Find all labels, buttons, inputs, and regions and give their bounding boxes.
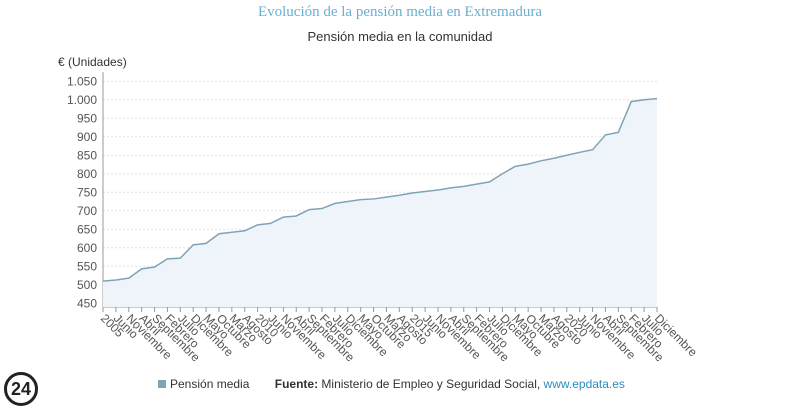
source-text: Ministerio de Empleo y Seguridad Social,	[321, 377, 541, 391]
y-tick-label: 750	[77, 185, 97, 199]
y-tick-label: 500	[77, 278, 97, 292]
source-label: Fuente:	[274, 377, 319, 391]
chart: € (Unidades) 450 500 550 600 650 700 750 800 850…	[58, 55, 700, 365]
y-tick-label: 1.050	[67, 74, 97, 88]
y-tick-label: 900	[77, 130, 97, 144]
y-tick-label: 450	[77, 296, 97, 310]
y-tick-label: 600	[77, 241, 97, 255]
y-axis-label: € (Unidades)	[58, 55, 127, 69]
y-tick-label: 950	[77, 111, 97, 125]
chart-subtitle: Pensión media en la comunidad	[307, 29, 493, 44]
legend-swatch	[158, 380, 166, 388]
y-tick-label: 800	[77, 167, 97, 181]
logo: 24	[4, 372, 38, 406]
y-tick-label: 1.000	[67, 93, 97, 107]
line	[102, 97, 658, 282]
source-link[interactable]: www.epdata.es	[543, 377, 625, 391]
chart-title: Evolución de la pensión media en Extrema…	[257, 4, 543, 20]
y-tick-label: 700	[77, 204, 97, 218]
footer: Pensión media Fuente: Ministerio de Empl…	[158, 377, 625, 391]
y-tick-label: 650	[77, 222, 97, 236]
y-tick-label: 550	[77, 259, 97, 273]
y-tick-label: 850	[77, 148, 97, 162]
area	[103, 98, 657, 308]
legend-label: Pensión media	[170, 377, 250, 391]
